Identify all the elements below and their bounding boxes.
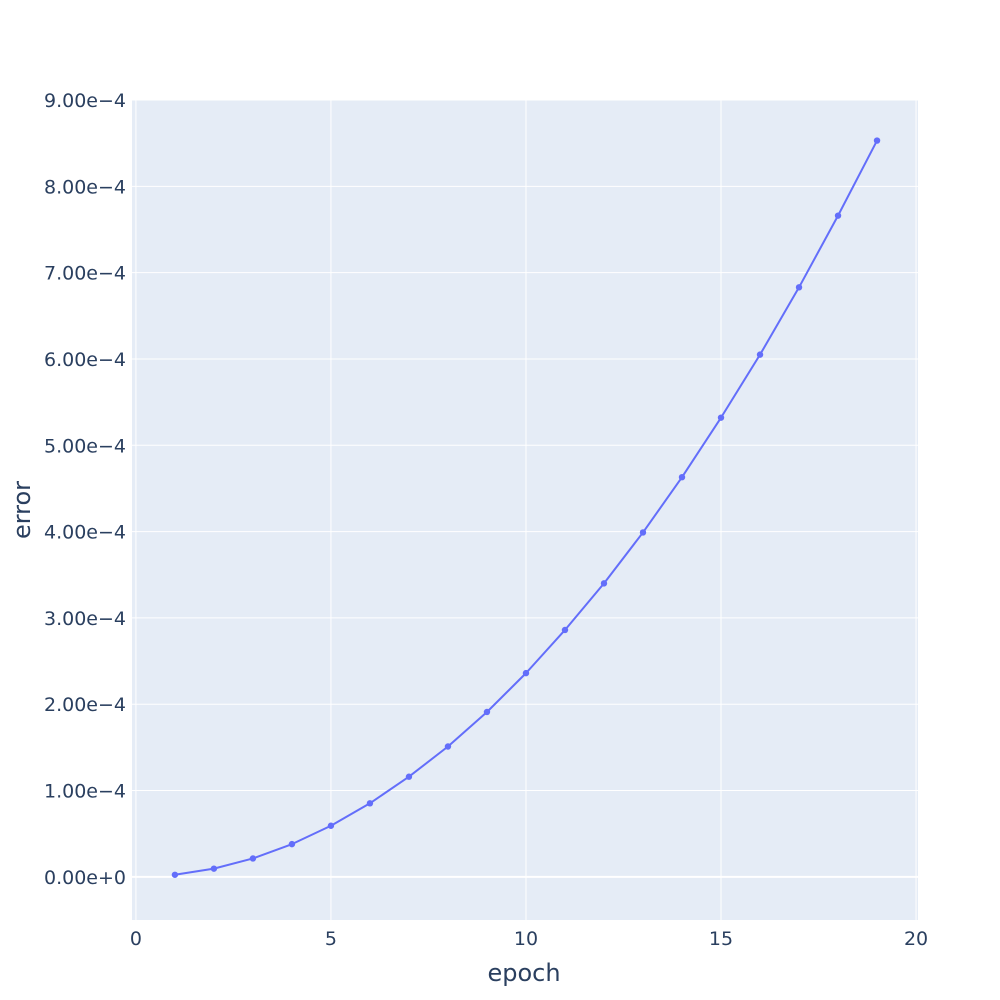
y-tick-label: 9.00e−4	[44, 90, 126, 112]
data-point	[327, 822, 335, 829]
data-point	[717, 414, 725, 421]
data-point	[405, 773, 413, 780]
y-tick-label: 5.00e−4	[44, 435, 126, 457]
y-tick-label: 2.00e−4	[44, 694, 126, 716]
data-point	[171, 871, 179, 878]
x-axis-title: epoch	[487, 959, 560, 987]
data-point	[678, 474, 686, 481]
y-gridlines	[132, 99, 918, 878]
data-point	[288, 840, 296, 848]
y-tick-label: 1.00e−4	[44, 781, 126, 803]
y-axis-title: error	[8, 481, 36, 539]
data-point	[795, 284, 803, 291]
x-tick-label: 15	[709, 928, 733, 950]
data-point	[210, 865, 218, 872]
data-point	[249, 855, 257, 862]
data-point	[522, 669, 530, 677]
y-tick-label: 7.00e−4	[44, 263, 126, 285]
data-point	[483, 708, 491, 716]
plot-background	[132, 100, 918, 920]
data-point	[834, 212, 842, 219]
x-tick-labels: 0 5 10 15 20	[130, 928, 928, 950]
y-tick-label: 6.00e−4	[44, 349, 126, 371]
series-layer	[171, 137, 881, 878]
data-point	[366, 800, 374, 807]
data-point	[561, 626, 569, 634]
x-tick-label: 20	[904, 928, 928, 950]
y-tick-label: 8.00e−4	[44, 176, 126, 198]
y-tick-labels: 0.00e+0 1.00e−4 2.00e−4 3.00e−4 4.00e−4 5.00e…	[44, 90, 126, 889]
x-tick-label: 0	[130, 928, 142, 950]
data-point	[756, 351, 764, 358]
y-tick-label: 3.00e−4	[44, 608, 126, 630]
data-point	[600, 580, 608, 587]
y-tick-label: 4.00e−4	[44, 522, 126, 544]
data-point	[873, 137, 881, 144]
x-tick-label: 5	[325, 928, 337, 950]
y-tick-label: 0.00e+0	[44, 867, 126, 889]
data-point	[639, 529, 647, 536]
data-point	[444, 743, 452, 750]
x-gridlines	[135, 100, 917, 920]
x-tick-label: 10	[514, 928, 538, 950]
